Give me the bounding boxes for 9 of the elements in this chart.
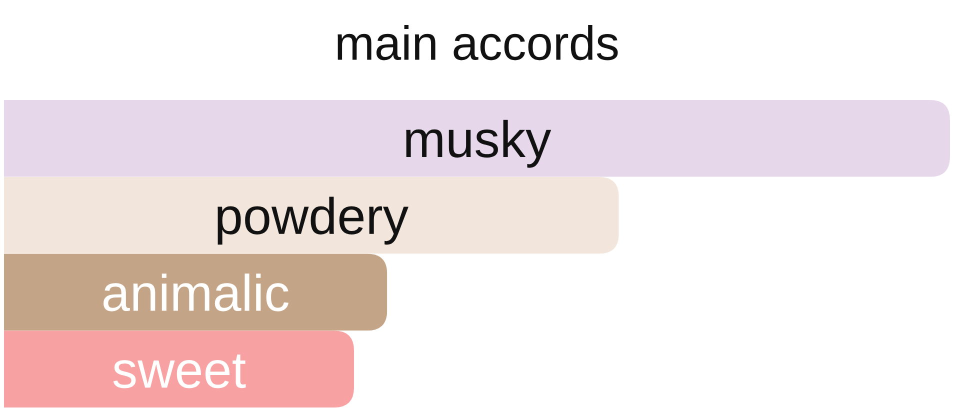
- bar: [4, 176, 619, 254]
- y-tick-label: sweet: [113, 354, 246, 388]
- bar: [4, 254, 388, 331]
- y-tick-label: powdery: [218, 196, 408, 245]
- bar: [4, 100, 950, 177]
- y-tick-label: musky: [406, 120, 552, 168]
- bar: [4, 330, 354, 408]
- y-tick-label: animalic: [104, 274, 288, 312]
- chart-title: main accords: [338, 25, 618, 60]
